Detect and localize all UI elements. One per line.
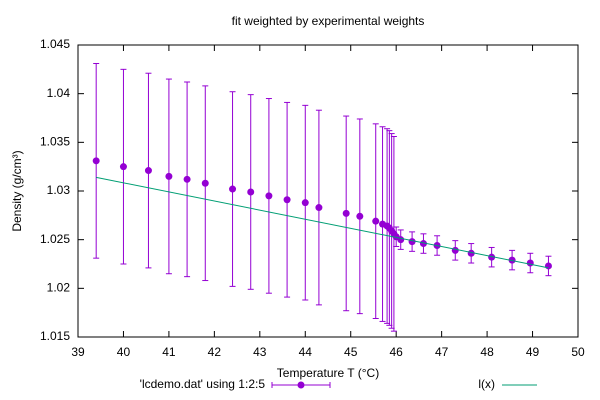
data-point bbox=[488, 253, 496, 261]
data-point bbox=[201, 179, 209, 187]
data-point bbox=[451, 246, 459, 254]
y-axis-label: Density (g/cm³) bbox=[10, 150, 24, 231]
data-point bbox=[419, 240, 427, 248]
x-tick-label: 46 bbox=[390, 345, 404, 359]
data-point bbox=[544, 262, 552, 270]
x-tick-label: 41 bbox=[162, 345, 176, 359]
data-point bbox=[397, 236, 405, 244]
data-point bbox=[408, 238, 416, 246]
x-tick-label: 42 bbox=[208, 345, 222, 359]
data-point bbox=[372, 217, 380, 225]
data-point bbox=[467, 249, 475, 257]
data-point bbox=[301, 199, 309, 207]
y-tick-label: 1.025 bbox=[40, 232, 70, 246]
x-tick-label: 49 bbox=[526, 345, 540, 359]
legend-label: l(x) bbox=[478, 377, 495, 391]
y-tick-label: 1.03 bbox=[47, 183, 71, 197]
data-point bbox=[165, 172, 173, 180]
data-point bbox=[247, 188, 255, 196]
x-tick-label: 45 bbox=[344, 345, 358, 359]
plot-frame bbox=[77, 44, 579, 338]
data-point bbox=[526, 259, 534, 267]
fit-line bbox=[96, 176, 549, 269]
data-point bbox=[315, 204, 323, 212]
y-tick-label: 1.035 bbox=[40, 135, 70, 149]
data-point bbox=[119, 163, 127, 171]
x-axis-label: Temperature T (°C) bbox=[277, 366, 379, 380]
data-point bbox=[342, 209, 350, 217]
legend-marker bbox=[297, 381, 305, 389]
x-tick-label: 47 bbox=[435, 345, 449, 359]
x-tick-label: 50 bbox=[571, 345, 585, 359]
data-point bbox=[183, 175, 191, 183]
data-point bbox=[92, 157, 100, 165]
data-point bbox=[356, 212, 364, 220]
x-tick-label: 40 bbox=[117, 345, 131, 359]
legend-label: 'lcdemo.dat' using 1:2:5 bbox=[140, 377, 266, 391]
y-tick-label: 1.02 bbox=[47, 281, 71, 295]
data-point bbox=[144, 167, 152, 175]
y-tick-label: 1.04 bbox=[47, 86, 71, 100]
y-tick-label: 1.045 bbox=[40, 37, 70, 51]
y-tick-label: 1.015 bbox=[40, 329, 70, 343]
x-tick-label: 48 bbox=[480, 345, 494, 359]
chart-title: fit weighted by experimental weights bbox=[232, 14, 425, 28]
x-tick-label: 44 bbox=[299, 345, 313, 359]
data-point bbox=[229, 185, 237, 193]
x-tick-label: 43 bbox=[253, 345, 267, 359]
data-point bbox=[265, 192, 273, 200]
x-tick-label: 39 bbox=[71, 345, 85, 359]
data-point bbox=[283, 196, 291, 204]
